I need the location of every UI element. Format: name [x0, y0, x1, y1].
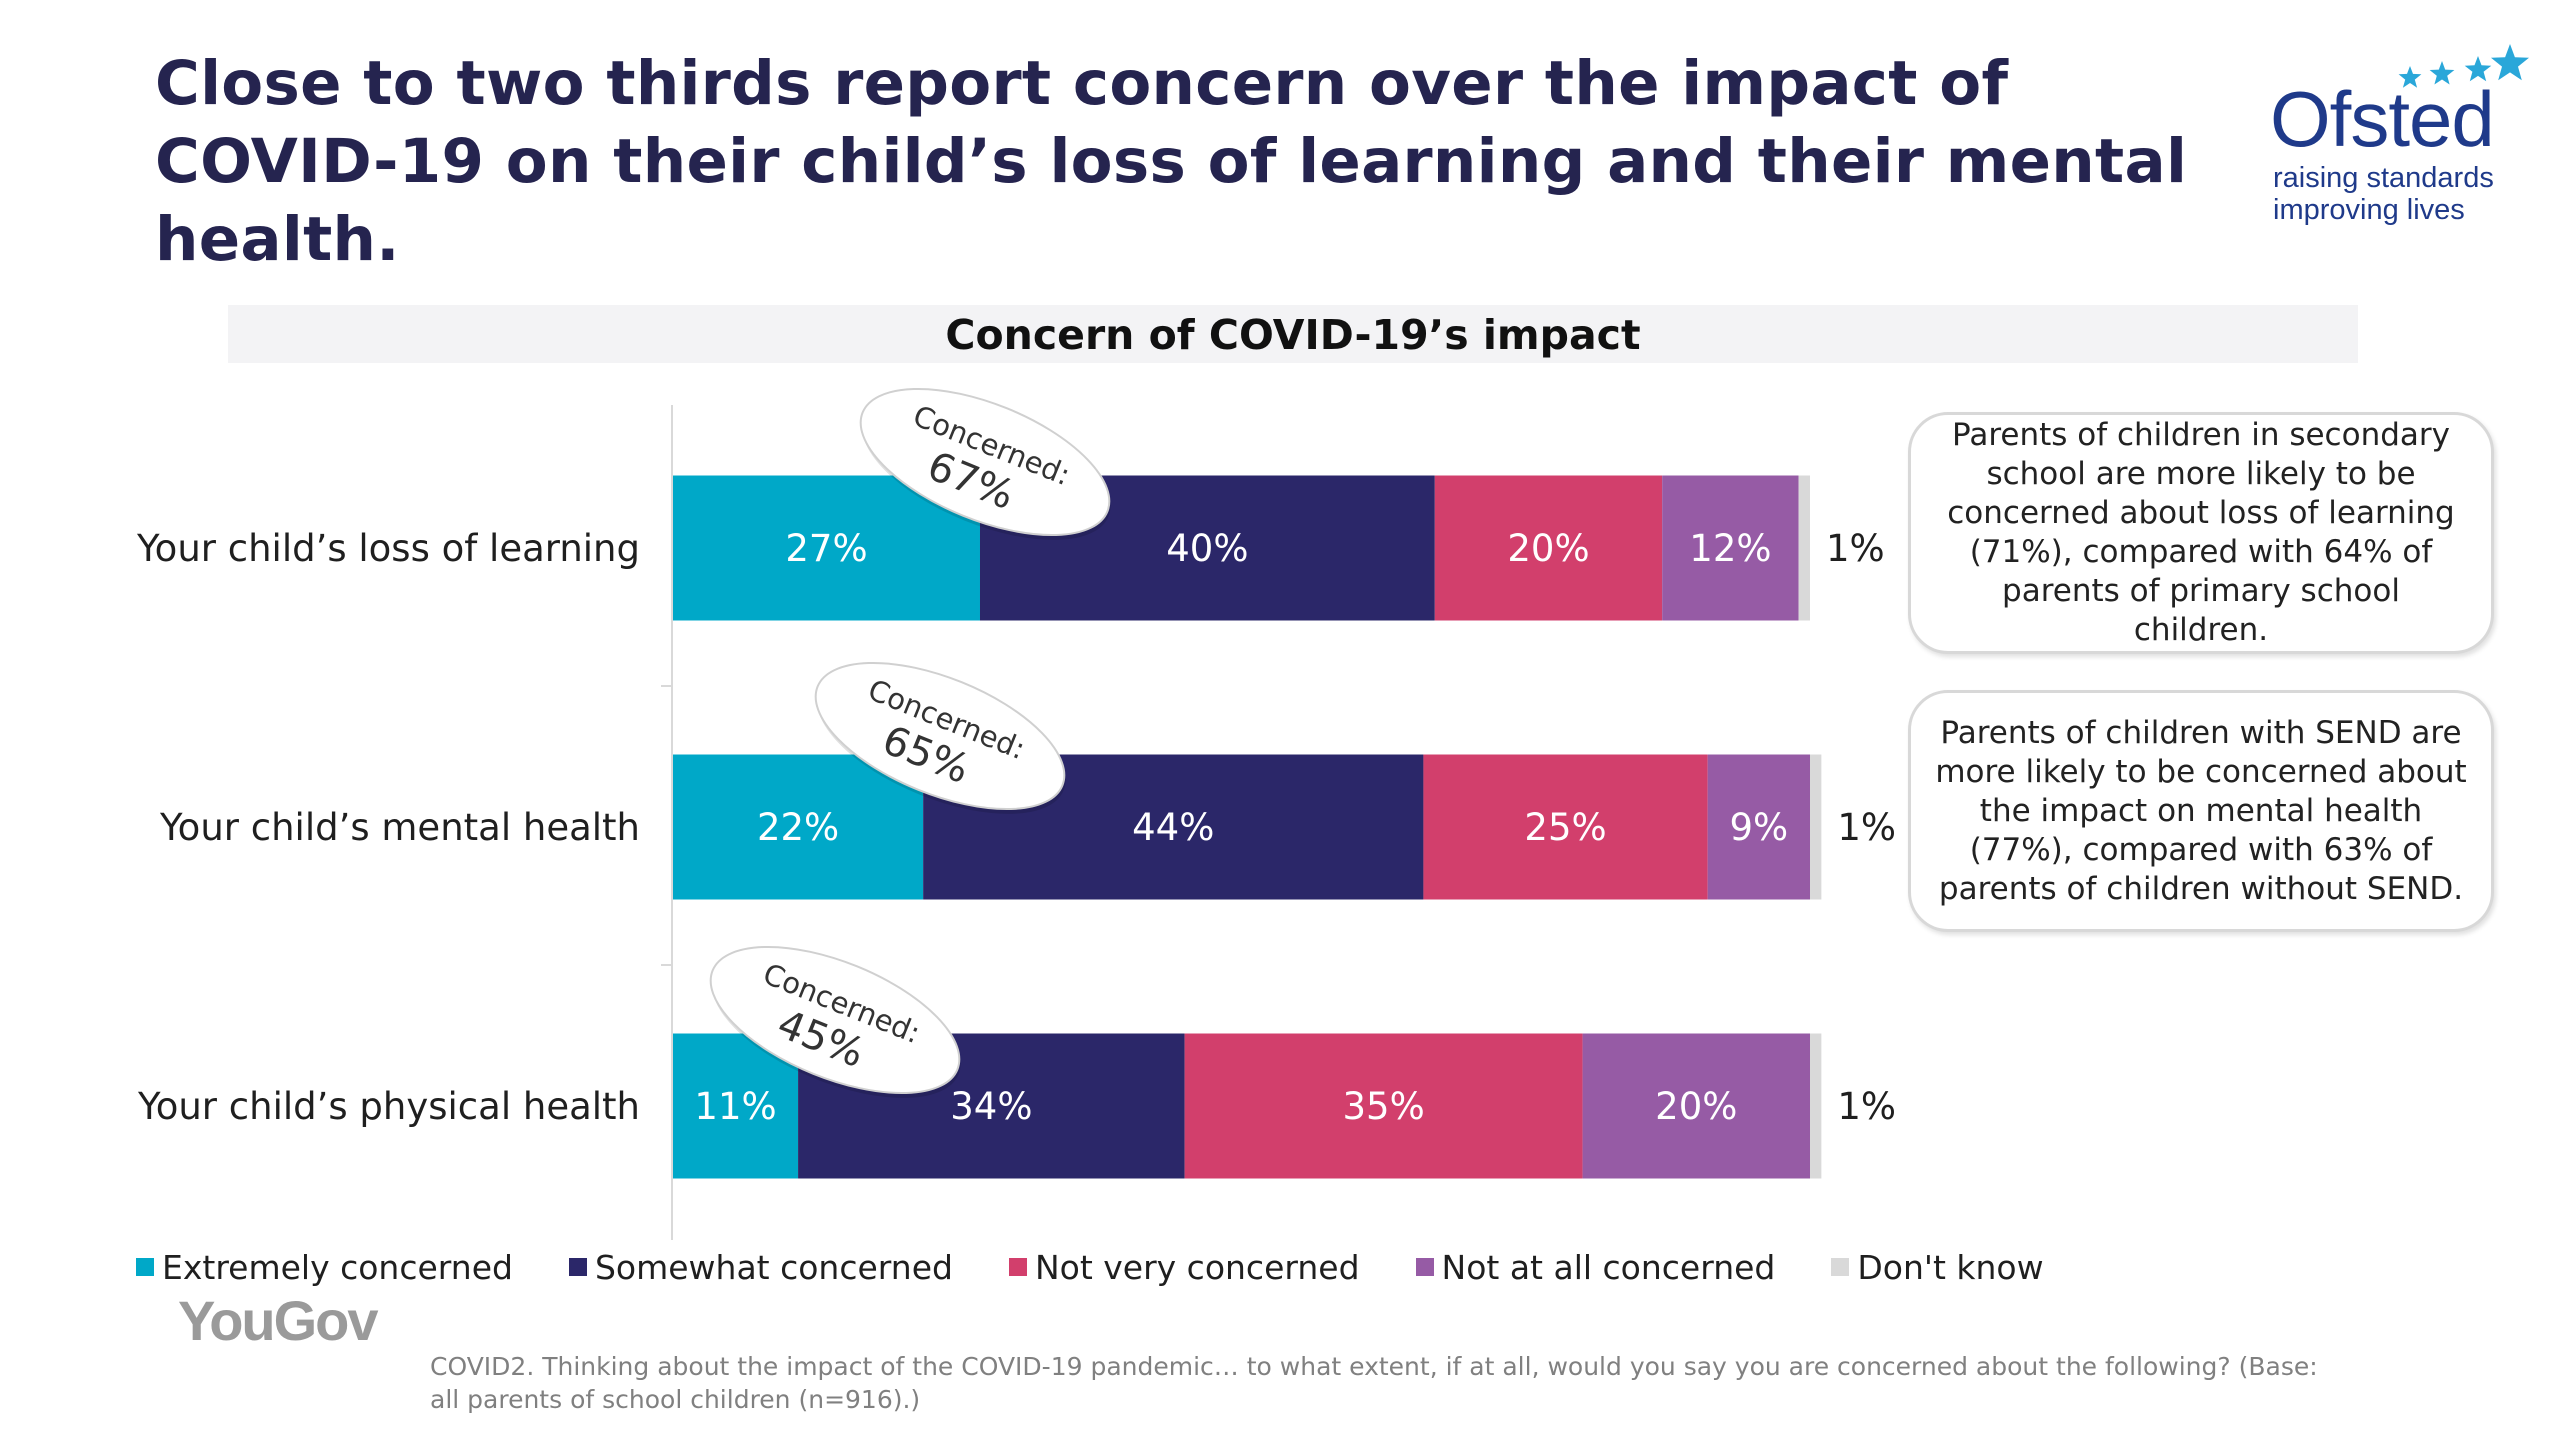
data-label: 40% — [1166, 527, 1248, 570]
concerned-badge: Concerned:65% — [814, 661, 1066, 814]
logo-star-2 — [2429, 61, 2455, 85]
legend-item: Extremely concerned — [136, 1248, 513, 1287]
data-label: 9% — [1729, 806, 1788, 849]
legend-item: Don't know — [1831, 1247, 2044, 1287]
data-label: 22% — [757, 806, 839, 849]
data-label: 27% — [785, 527, 867, 570]
bar-segment — [1810, 1033, 1822, 1179]
logo-star-3 — [2464, 56, 2492, 82]
category-label: Your child’s loss of learning — [136, 527, 640, 570]
ofsted-wordmark: Ofsted — [2270, 75, 2495, 163]
bar-segment — [1423, 754, 1708, 900]
logo-star-4 — [2491, 44, 2529, 81]
data-label: 34% — [950, 1085, 1032, 1128]
bar-segment — [1798, 475, 1810, 621]
legend-item: Not very concerned — [1008, 1247, 1360, 1287]
badge-ellipse — [709, 945, 961, 1095]
badge-ellipse — [814, 661, 1066, 811]
ofsted-tagline: raising standards improving lives — [2273, 162, 2494, 226]
legend-swatch — [1008, 1258, 1027, 1276]
footnote: COVID2. Thinking about the impact of the… — [430, 1352, 2318, 1414]
legend-label: Somewhat concerned — [594, 1247, 953, 1287]
bar-segment — [1582, 1033, 1810, 1179]
legend-label: Not at all concerned — [1441, 1247, 1776, 1287]
callout-note-send: Parents of children with SEND are more l… — [1908, 690, 2494, 932]
data-label: 20% — [1507, 527, 1589, 570]
bar-segment — [1662, 475, 1799, 621]
legend-swatch — [1831, 1258, 1850, 1276]
legend-label: Not very concerned — [1034, 1247, 1360, 1287]
legend-item: Not at all concerned — [1415, 1247, 1776, 1287]
chart-title-band — [228, 305, 2358, 363]
bar-segment — [1810, 754, 1822, 900]
bar-segment — [673, 754, 924, 900]
logo-star-1 — [2398, 66, 2422, 88]
yougov-logo: YouGov — [178, 1289, 379, 1352]
bar-segment — [1184, 1033, 1583, 1179]
bar-segment — [1434, 475, 1663, 621]
bar-segment — [673, 1033, 799, 1179]
legend-swatch — [1415, 1258, 1434, 1276]
data-label: 1% — [1837, 1085, 1896, 1128]
bar-segment — [1707, 754, 1810, 900]
data-label: 1% — [1837, 806, 1896, 849]
data-label: 20% — [1655, 1085, 1737, 1128]
data-label: 25% — [1524, 806, 1606, 849]
legend-swatch — [136, 1258, 154, 1276]
category-label: Your child’s mental health — [159, 806, 640, 849]
legend-swatch — [568, 1258, 587, 1276]
badge-ellipse — [859, 387, 1111, 537]
ofsted-logo: Ofsted raising standards improving lives — [2270, 40, 2529, 230]
data-label: 11% — [694, 1085, 776, 1128]
data-label: 44% — [1132, 806, 1214, 849]
chart-legend: Extremely concerned Somewhat concerned Not… — [136, 1245, 2100, 1289]
page-title: Close to two thirds report concern over … — [155, 48, 2188, 275]
concerned-badge: Concerned:67% — [859, 387, 1111, 540]
legend-label: Extremely concerned — [162, 1247, 513, 1287]
stars-icon — [2398, 44, 2529, 88]
data-label: 35% — [1343, 1085, 1425, 1128]
callout-note-secondary-school: Parents of children in secondary school … — [1908, 412, 2494, 654]
stacked-bar-chart: Your child’s loss of learning 27% 40% 20% 12… — [136, 387, 1896, 1240]
data-label: 12% — [1689, 527, 1771, 570]
legend-label: Don't know — [1857, 1247, 2044, 1287]
chart-title: Concern of COVID-19’s impact — [945, 311, 1641, 359]
data-label: 1% — [1826, 527, 1885, 570]
category-label: Your child’s physical health — [137, 1085, 640, 1128]
legend-item: Somewhat concerned — [568, 1247, 953, 1287]
